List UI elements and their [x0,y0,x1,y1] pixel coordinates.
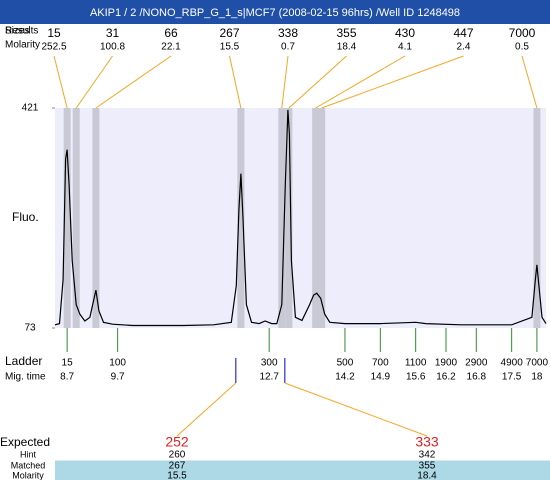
peak-band [278,108,286,328]
expected-label: Expected [0,435,50,449]
row-value: 18.4 [417,471,437,480]
peak-band [63,108,71,328]
ladder-size: 1100 [405,358,427,369]
peak-band [237,108,245,328]
trace [54,109,547,327]
row-value: 260 [169,450,186,461]
peak-size: 430 [395,26,415,40]
ladder-size: 15 [62,358,74,369]
expected-connector [284,382,428,437]
peak-connector [281,55,289,109]
mig-time-label: Mig. time [5,372,46,383]
peak-connector [321,55,464,109]
peak-connector [288,55,347,109]
expected-value: 333 [415,434,439,450]
ladder-label: Ladder [5,354,42,368]
peak-size: 66 [164,26,178,40]
peak-band [533,108,541,328]
peak-molarity: 0.7 [281,42,295,53]
molarity-label: Molarity [5,40,40,51]
row-label: Molarity [12,470,44,480]
expected-connector [176,382,237,437]
ladder-mig-time: 9.7 [111,372,125,383]
peak-molarity: 2.4 [457,42,471,53]
peak-molarity: 100.8 [100,42,125,53]
peak-connector [53,55,68,109]
peak-size: 338 [278,26,298,40]
y-tick-label: 421 [22,103,39,114]
peak-band [318,108,326,328]
ladder-size: 500 [337,358,354,369]
row-value: 342 [419,450,436,461]
ladder-mig-time: 15.6 [406,372,426,383]
ladder-mig-time: 8.7 [60,372,74,383]
peak-size: 447 [453,26,473,40]
peak-molarity: 0.5 [515,42,529,53]
ladder-size: 2900 [465,358,488,369]
ladder-size: 300 [261,358,278,369]
peak-size: 267 [219,26,239,40]
row-label: Matched [11,460,46,470]
ladder-mig-time: 12.7 [259,372,279,383]
row-value: 355 [419,461,436,472]
results-label: Results [5,26,38,37]
y-axis-label: Fluo. [12,210,39,224]
title-bar [0,0,550,24]
peak-band [72,108,80,328]
peak-connector [521,55,538,109]
sizes-label: Sizes [5,26,29,37]
ladder-mig-time: 16.8 [467,372,487,383]
peak-molarity: 15.5 [220,42,240,53]
peak-size: 15 [47,26,61,40]
peak-molarity: 252.5 [41,42,66,53]
y-tick-label: 73 [24,323,36,334]
row-label: Hint [20,449,37,459]
plot-area [55,108,546,328]
row-value: 267 [169,461,186,472]
ladder-size: 7000 [526,358,549,369]
ladder-mig-time: 18 [531,372,543,383]
row-value: 15.5 [167,471,187,480]
row-band [55,470,550,480]
ladder-size: 4900 [501,358,524,369]
ladder-size: 100 [109,358,126,369]
expected-value: 252 [165,434,189,450]
peak-molarity: 22.1 [161,42,181,53]
ladder-size: 700 [372,358,389,369]
peak-connector [75,55,113,109]
peak-band [312,108,320,328]
ladder-mig-time: 17.5 [502,372,522,383]
ladder-mig-time: 14.2 [335,372,355,383]
peak-connector [95,55,172,109]
peak-size: 355 [336,26,356,40]
chart-title: AKIP1 / 2 /NONO_RBP_G_1_s|MCF7 (2008-02-… [90,7,460,19]
row-band [55,460,550,471]
ladder-mig-time: 16.2 [436,372,456,383]
peak-connector [229,55,242,109]
peak-molarity: 4.1 [398,42,412,53]
peak-size: 7000 [509,26,536,40]
peak-band [92,108,100,328]
peak-size: 31 [106,26,120,40]
ladder-size: 1900 [435,358,458,369]
ladder-mig-time: 14.9 [371,372,391,383]
peak-band [285,108,293,328]
peak-connector [315,55,406,109]
peak-molarity: 18.4 [337,42,357,53]
